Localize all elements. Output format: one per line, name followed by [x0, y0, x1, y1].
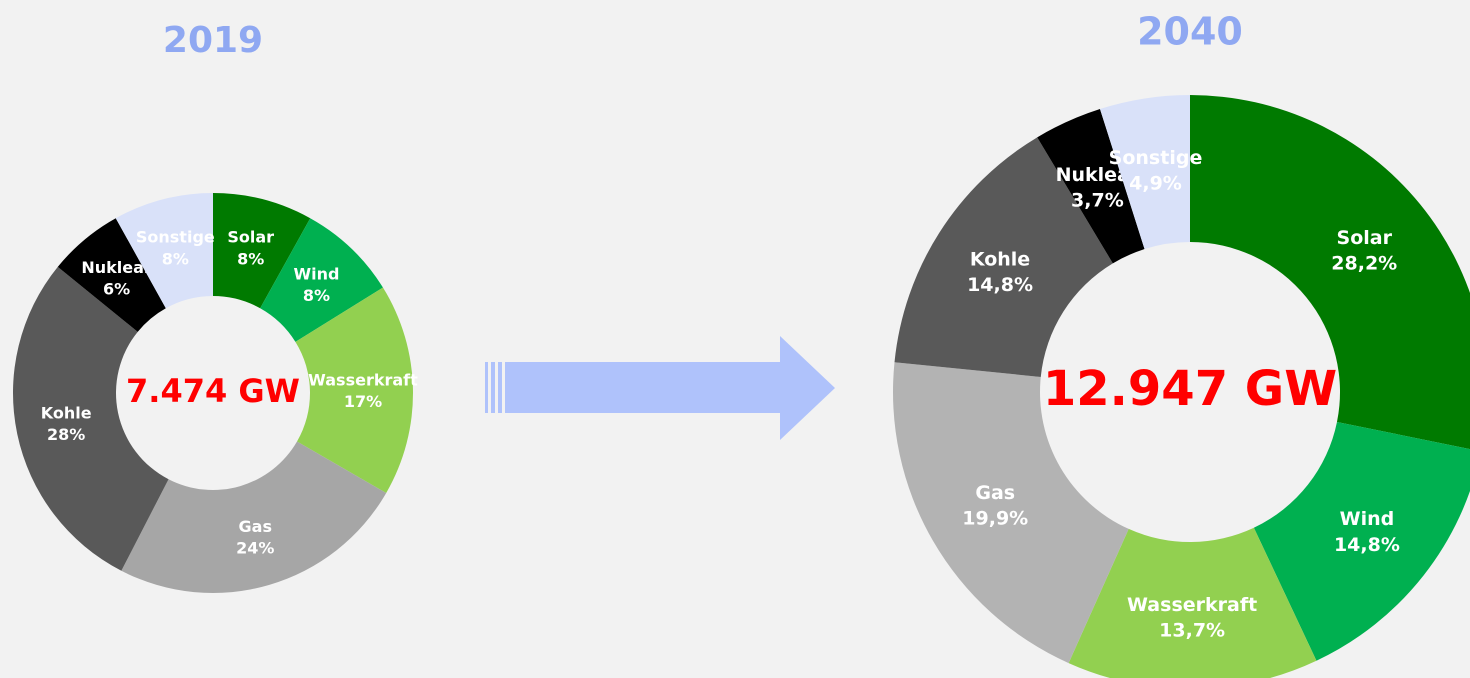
slice-value: 14,8%: [967, 274, 1033, 296]
slice-value: 4,9%: [1129, 172, 1182, 194]
arrow-stripe: [491, 362, 495, 413]
arrow-body: [505, 336, 835, 440]
center-label: 7.474 GW: [126, 372, 300, 410]
slice-value: 8%: [237, 249, 264, 268]
donut-slice: [115, 193, 213, 309]
slice-value: 19,9%: [962, 507, 1028, 529]
donut-slice: [1068, 527, 1317, 678]
slice-value: 28,2%: [1331, 252, 1397, 274]
chart-title: 2019: [163, 20, 263, 61]
donut-slice: [12, 266, 169, 571]
slice-label: Sonstige: [136, 228, 215, 247]
slice-value: 14,8%: [1334, 534, 1400, 556]
slice-label: Solar: [1337, 227, 1393, 249]
slice-label: Kohle: [41, 404, 92, 423]
slice-value: 6%: [103, 280, 130, 299]
slice-value: 28%: [47, 425, 85, 444]
slice-label: Wasserkraft: [308, 371, 418, 390]
slice-value: 8%: [162, 249, 189, 268]
slice-value: 13,7%: [1159, 620, 1225, 642]
center-label: 12.947 GW: [1043, 361, 1337, 417]
slice-label: Nuklear: [81, 258, 152, 277]
donut-slice: [1253, 421, 1470, 661]
slice-value: 3,7%: [1071, 190, 1124, 212]
donut-slice: [1037, 108, 1145, 264]
slice-label: Kohle: [970, 249, 1030, 271]
slice-label: Wasserkraft: [1127, 594, 1257, 616]
donut-slice: [893, 362, 1129, 664]
slice-label: Sonstige: [1109, 147, 1203, 169]
slice-label: Nuklear: [1056, 164, 1140, 186]
slice-value: 8%: [303, 286, 330, 305]
slice-label: Gas: [975, 482, 1015, 504]
slice-label: Solar: [227, 228, 274, 247]
slice-label: Wind: [294, 264, 340, 283]
donut-slice: [295, 287, 414, 493]
donut-slice: [213, 193, 311, 309]
donut-slice: [57, 218, 166, 332]
donut-slice: [894, 137, 1113, 377]
slice-value: 24%: [236, 538, 274, 557]
donut-slice: [121, 441, 387, 593]
slice-value: 17%: [344, 392, 382, 411]
slice-label: Wind: [1340, 508, 1395, 530]
arrow: [485, 336, 835, 440]
donut-slice: [1099, 95, 1190, 250]
arrow-stripe: [498, 362, 502, 413]
chart-title: 2040: [1137, 10, 1243, 54]
donut-slice: [1190, 95, 1470, 450]
slice-label: Gas: [239, 517, 272, 536]
donut-slice: [260, 218, 383, 342]
arrow-stripe: [485, 362, 488, 413]
